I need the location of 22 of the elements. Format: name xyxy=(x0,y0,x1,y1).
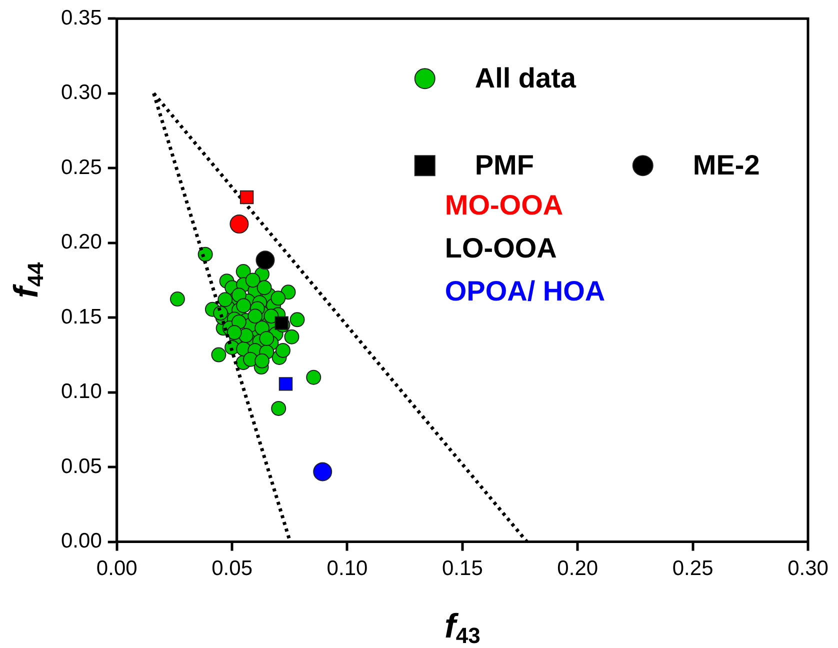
x-tick-label: 0.10 xyxy=(326,557,368,580)
y-tick-label: 0.35 xyxy=(60,6,102,30)
annotation: MO-OOA xyxy=(444,189,564,220)
y-tick-label: 0.00 xyxy=(60,530,102,553)
y-tick-label: 0.05 xyxy=(60,454,102,478)
annotation: OPOA/ HOA xyxy=(444,275,606,306)
y-axis-title: f44 xyxy=(7,262,48,298)
x-tick-label: 0.00 xyxy=(96,557,138,580)
y-tick-label: 0.30 xyxy=(60,81,102,104)
x-tick-label: 0.15 xyxy=(442,557,483,580)
legend-label: All data xyxy=(474,62,576,94)
y-tick-label: 0.25 xyxy=(60,156,102,179)
legend-label: ME-2 xyxy=(692,149,760,180)
x-tick-label: 0.25 xyxy=(672,557,714,580)
x-tick-label: 0.30 xyxy=(788,557,828,580)
x-tick-label: 0.05 xyxy=(212,557,252,580)
annotation: LO-OOA xyxy=(444,232,557,264)
x-tick-label: 0.20 xyxy=(557,557,598,580)
legend-label: PMF xyxy=(474,149,534,180)
y-tick-label: 0.10 xyxy=(60,380,102,404)
y-tick-label: 0.20 xyxy=(60,230,102,254)
y-tick-label: 0.15 xyxy=(60,305,102,328)
